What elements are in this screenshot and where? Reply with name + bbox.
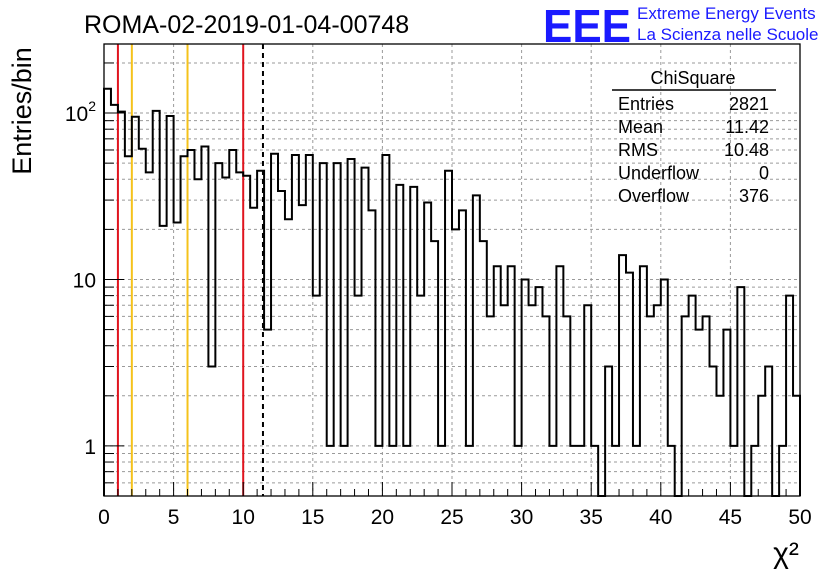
y-axis-label: Entries/bin (7, 47, 37, 175)
histogram-line (103, 87, 801, 497)
brand-logo: EEE Extreme Energy Events La Scienza nel… (543, 0, 818, 52)
x-tick-label: 20 (371, 506, 394, 529)
reference-lines (116, 44, 264, 496)
stats-box: ChiSquare Entries 2821 Mean 11.42 RMS 10… (612, 68, 776, 206)
stat-value-mean: 11.42 (725, 117, 769, 137)
y-tick-label: 102 (65, 98, 96, 126)
stat-value-overflow: 376 (739, 186, 769, 206)
stat-value-rms: 10.48 (724, 140, 769, 160)
stat-label-overflow: Overflow (618, 186, 690, 206)
stat-value-underflow: 0 (759, 163, 769, 183)
stat-label-mean: Mean (618, 117, 663, 137)
y-tick-label: 10 (73, 269, 96, 292)
x-tick-label: 0 (98, 506, 110, 529)
stat-value-entries: 2821 (729, 94, 769, 114)
stat-label-entries: Entries (618, 94, 674, 114)
brand-logo-text: EEE (543, 0, 631, 52)
x-tick-label: 35 (580, 506, 603, 529)
stat-label-underflow: Underflow (618, 163, 700, 183)
x-tick-label: 10 (232, 506, 255, 529)
x-tick-label: 40 (649, 506, 672, 529)
x-tick-label: 15 (301, 506, 324, 529)
chart-title: ROMA-02-2019-01-04-00748 (84, 11, 409, 39)
x-axis-label: χ² (773, 537, 799, 570)
x-tick-label: 50 (788, 506, 811, 529)
x-tick-label: 45 (719, 506, 742, 529)
x-tick-label: 25 (440, 506, 463, 529)
axis-ticks (103, 62, 801, 497)
x-tick-label: 5 (168, 506, 180, 529)
y-tick-label: 1 (84, 436, 96, 459)
stats-title: ChiSquare (650, 68, 735, 88)
x-tick-label: 30 (510, 506, 533, 529)
stat-label-rms: RMS (618, 140, 658, 160)
brand-line-2: La Scienza nelle Scuole (637, 25, 818, 44)
brand-line-1: Extreme Energy Events (637, 4, 816, 23)
